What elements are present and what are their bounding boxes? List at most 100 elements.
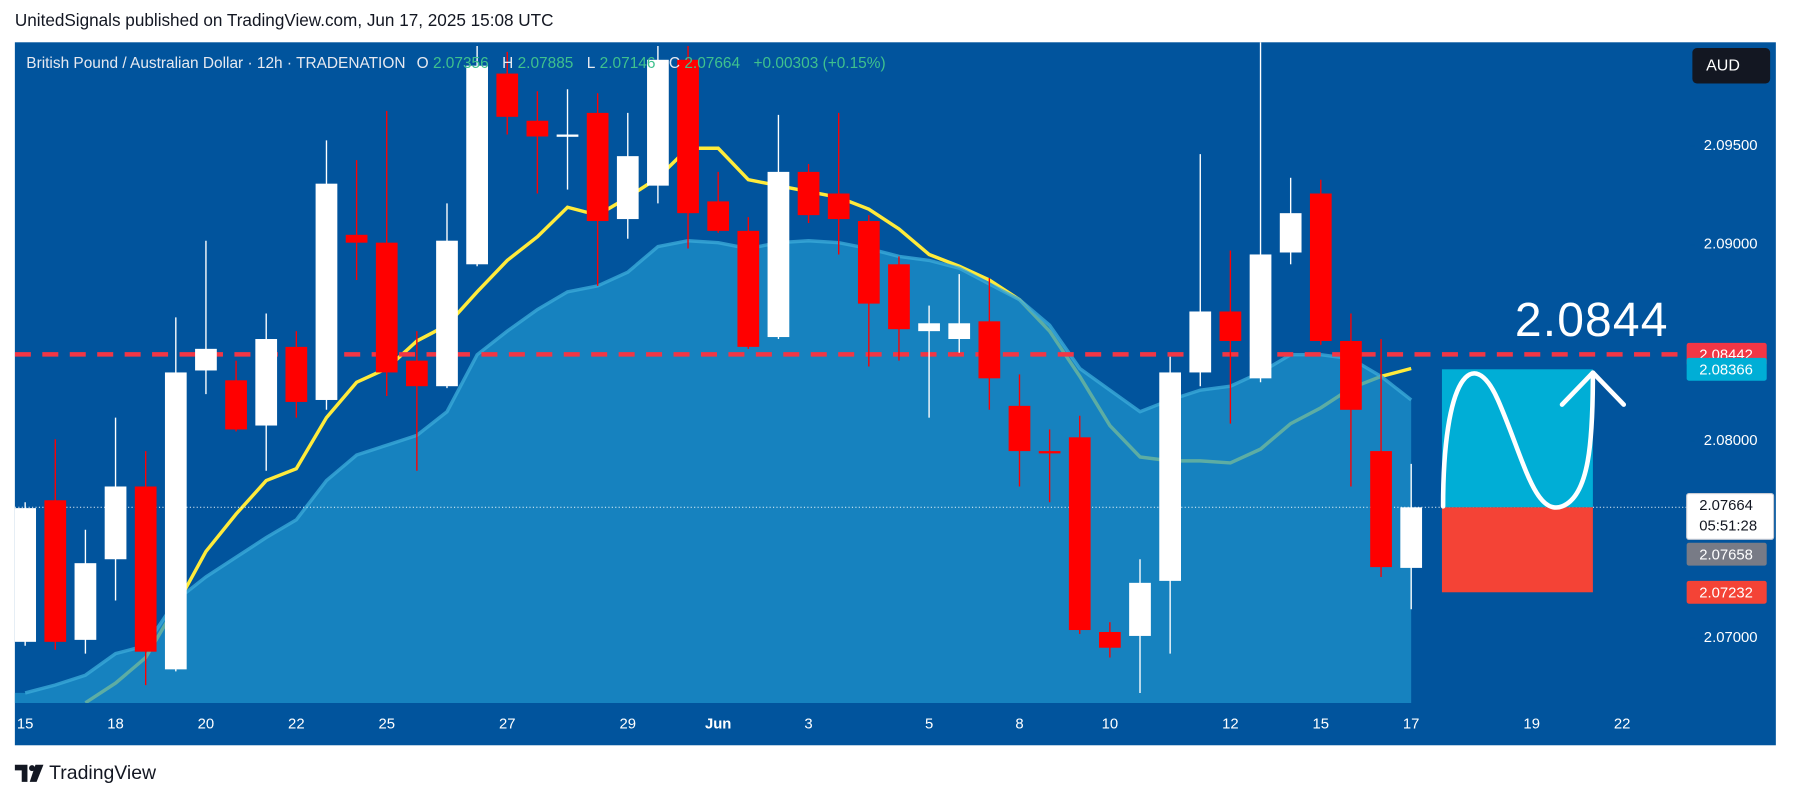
bid-price-label: 2.07658 <box>1699 547 1753 563</box>
candle-body <box>285 346 308 402</box>
x-tick-label: 15 <box>1313 717 1330 733</box>
target-price-label-bg <box>1686 357 1767 381</box>
candle-body <box>1038 451 1061 454</box>
x-tick-label: 15 <box>17 717 34 733</box>
candle-body <box>918 323 940 332</box>
legend-high: 2.07885 <box>518 55 574 72</box>
legend: British Pound / Australian Dollar · 12h … <box>26 55 885 72</box>
last-price-label: 2.07664 <box>1699 498 1753 514</box>
legend-open: 2.07356 <box>433 55 489 72</box>
candle-body <box>104 486 127 560</box>
x-tick-label: 17 <box>1403 717 1420 733</box>
candle-body <box>1400 507 1423 568</box>
candle-body <box>797 171 820 216</box>
candle-body <box>857 221 880 304</box>
y-tick-label: 2.09000 <box>1704 237 1758 253</box>
candle-body <box>677 59 699 214</box>
y-tick-label: 2.07000 <box>1704 630 1758 646</box>
candle-body <box>1219 311 1242 341</box>
level-annotation: 2.0844 <box>1515 294 1669 347</box>
candle-body <box>948 323 971 340</box>
candle-body <box>164 372 187 670</box>
stop-price-label: 2.07232 <box>1699 585 1753 601</box>
candle-body <box>586 112 609 222</box>
wave-drawing <box>1440 370 1596 510</box>
candle-body <box>255 339 278 426</box>
plot-area <box>14 42 1691 703</box>
candle-body <box>616 156 639 220</box>
candle-body <box>827 193 850 220</box>
legend-close-label: C <box>669 55 680 72</box>
candle-body <box>1008 405 1031 452</box>
legend-change: +0.00303 (+0.15%) <box>754 55 886 72</box>
candle-body <box>1370 451 1392 568</box>
x-tick-label: 12 <box>1222 717 1239 733</box>
x-tick-label: 5 <box>925 717 933 733</box>
currency-label[interactable]: AUD <box>1706 58 1740 75</box>
x-tick-label: 27 <box>499 717 516 733</box>
legend-high-label: H <box>502 55 513 72</box>
candle-body <box>1068 437 1091 631</box>
y-tick-label: 2.08000 <box>1704 433 1758 449</box>
candle-body <box>1249 254 1272 379</box>
candle-body <box>134 486 157 652</box>
candle-body <box>315 183 338 400</box>
x-tick-label: 8 <box>1015 717 1023 733</box>
x-tick-label: 20 <box>198 717 215 733</box>
countdown-label: 05:51:28 <box>1699 519 1757 535</box>
candle-body <box>496 73 519 117</box>
x-tick-label: 22 <box>288 717 305 733</box>
x-tick-label: 22 <box>1614 717 1631 733</box>
logo-mark <box>29 764 44 782</box>
candle-body <box>345 234 368 243</box>
stop-price-label-bg <box>1686 580 1767 604</box>
tradingview-logo <box>14 764 44 782</box>
candle-body <box>1189 311 1212 373</box>
overlay: 2.07000 2.08000 2.09000 2.09500 15 18 20 22 25 27… <box>17 138 1775 733</box>
x-tick-label: 18 <box>107 717 124 733</box>
target-price-label: 2.08366 <box>1699 362 1753 378</box>
stop-zone <box>1441 507 1593 593</box>
currency-button[interactable] <box>1692 48 1771 84</box>
candle-body <box>647 59 669 186</box>
arrow-head <box>1559 370 1627 407</box>
legend-close: 2.07664 <box>684 55 740 72</box>
candle-body <box>978 321 1001 379</box>
x-tick-label: 25 <box>378 717 395 733</box>
bid-price-label-bg <box>1686 542 1767 566</box>
candle-body <box>375 242 398 373</box>
candle-body <box>1159 372 1182 581</box>
candle-body <box>466 65 488 265</box>
candle-body <box>767 171 790 338</box>
candle-body <box>737 230 760 347</box>
symbol: British Pound / Australian Dollar · 12h … <box>26 55 405 72</box>
candle-body <box>436 240 458 387</box>
candle-body <box>74 563 97 640</box>
candle-body <box>14 508 37 642</box>
candle-body <box>405 360 428 387</box>
legend-low: 2.07146 <box>600 55 656 72</box>
candle-body <box>225 380 247 430</box>
x-tick-label: 10 <box>1102 717 1119 733</box>
candle-body <box>888 264 910 330</box>
logo-mark <box>14 764 28 782</box>
candle-body <box>1309 193 1332 341</box>
candle-body <box>707 201 730 231</box>
candle-body <box>556 134 579 137</box>
candle-body <box>195 348 217 371</box>
footer-brand: TradingView <box>49 762 157 784</box>
last-price-bg <box>1686 493 1775 540</box>
legend-open-label: O <box>417 55 429 72</box>
publish-header: UnitedSignals published on TradingView.c… <box>15 10 554 30</box>
logo-dot <box>29 765 35 772</box>
candle-body <box>44 500 67 642</box>
x-tick-label: 19 <box>1523 717 1540 733</box>
candle-body <box>526 120 549 137</box>
candle-body <box>1129 582 1151 636</box>
target-zone <box>1441 369 1593 508</box>
candle-body <box>1340 340 1362 410</box>
x-tick-label: 29 <box>620 717 637 733</box>
x-tick-label: Jun <box>705 717 731 733</box>
y-tick-label: 2.09500 <box>1704 138 1758 154</box>
